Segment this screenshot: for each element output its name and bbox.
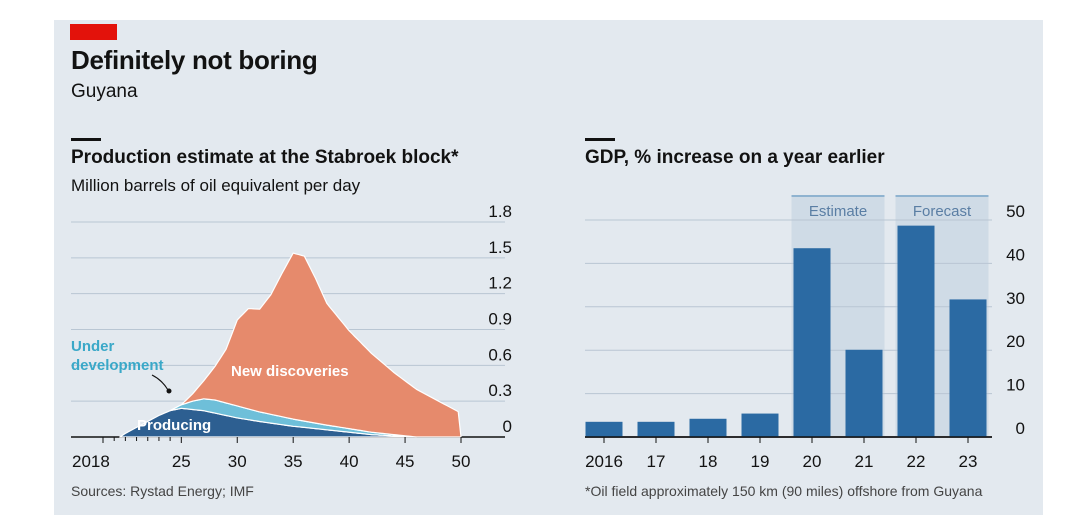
band-label: Estimate [809, 203, 867, 220]
bar-23 [949, 299, 987, 437]
area-x-tick-label: 40 [340, 452, 359, 471]
area-y-tick-label: 0.9 [488, 310, 512, 329]
label-new-discoveries: New discoveries [231, 363, 349, 380]
bar-y-tick-label: 30 [1006, 289, 1025, 308]
bar-x-tick-label: 17 [647, 452, 666, 471]
bar-y-tick-label: 0 [1016, 419, 1025, 438]
area-y-tick-label: 0 [503, 417, 512, 436]
sources-note: Sources: Rystad Energy; IMF [71, 483, 254, 499]
right-chart-title: GDP, % increase on a year earlier [585, 147, 885, 168]
bar-y-tick-label: 10 [1006, 376, 1025, 395]
bar-19 [741, 413, 779, 437]
area-y-tick-label: 1.5 [488, 238, 512, 257]
bar-x-tick-label: 23 [959, 452, 978, 471]
left-chart-title: Production estimate at the Stabroek bloc… [71, 147, 459, 168]
bar-17 [637, 421, 675, 437]
bar-x-tick-label: 18 [699, 452, 718, 471]
page-title: Definitely not boring [71, 45, 318, 75]
bar-y-tick-label: 40 [1006, 245, 1025, 264]
bar-x-tick-label: 2016 [585, 452, 623, 471]
left-chart-rule [71, 138, 101, 141]
bar-21 [845, 349, 883, 437]
area-x-tick-label: 30 [228, 452, 247, 471]
left-chart-unit: Million barrels of oil equivalent per da… [71, 176, 361, 195]
band-label: Forecast [913, 203, 972, 220]
footnote: *Oil field approximately 150 km (90 mile… [585, 483, 983, 499]
bar-2016 [585, 421, 623, 437]
page-subtitle: Guyana [71, 81, 138, 102]
right-chart-rule [585, 138, 615, 141]
red-tag [70, 24, 117, 40]
bar-x-tick-label: 21 [855, 452, 874, 471]
area-x-tick-label: 50 [452, 452, 471, 471]
area-y-tick-label: 0.3 [488, 381, 512, 400]
area-x-tick-label: 2018 [72, 452, 110, 471]
bar-x-tick-label: 22 [907, 452, 926, 471]
bar-22 [897, 225, 935, 437]
annotation-arrow [151, 374, 169, 391]
bar-18 [689, 418, 727, 437]
bar-20 [793, 248, 831, 437]
annotation-dot [166, 388, 172, 394]
area-y-tick-label: 1.2 [488, 274, 512, 293]
area-x-tick-label: 45 [396, 452, 415, 471]
area-x-tick-label: 25 [172, 452, 191, 471]
label-under-development: Under [71, 338, 115, 355]
label-under-development-2: development [71, 357, 164, 374]
bar-y-tick-label: 50 [1006, 202, 1025, 221]
bar-x-tick-label: 20 [803, 452, 822, 471]
area-y-tick-label: 1.8 [488, 202, 512, 221]
area-y-tick-label: 0.6 [488, 345, 512, 364]
label-producing: Producing [137, 417, 211, 434]
area-x-tick-label: 35 [284, 452, 303, 471]
bar-y-tick-label: 20 [1006, 332, 1025, 351]
bar-x-tick-label: 19 [751, 452, 770, 471]
